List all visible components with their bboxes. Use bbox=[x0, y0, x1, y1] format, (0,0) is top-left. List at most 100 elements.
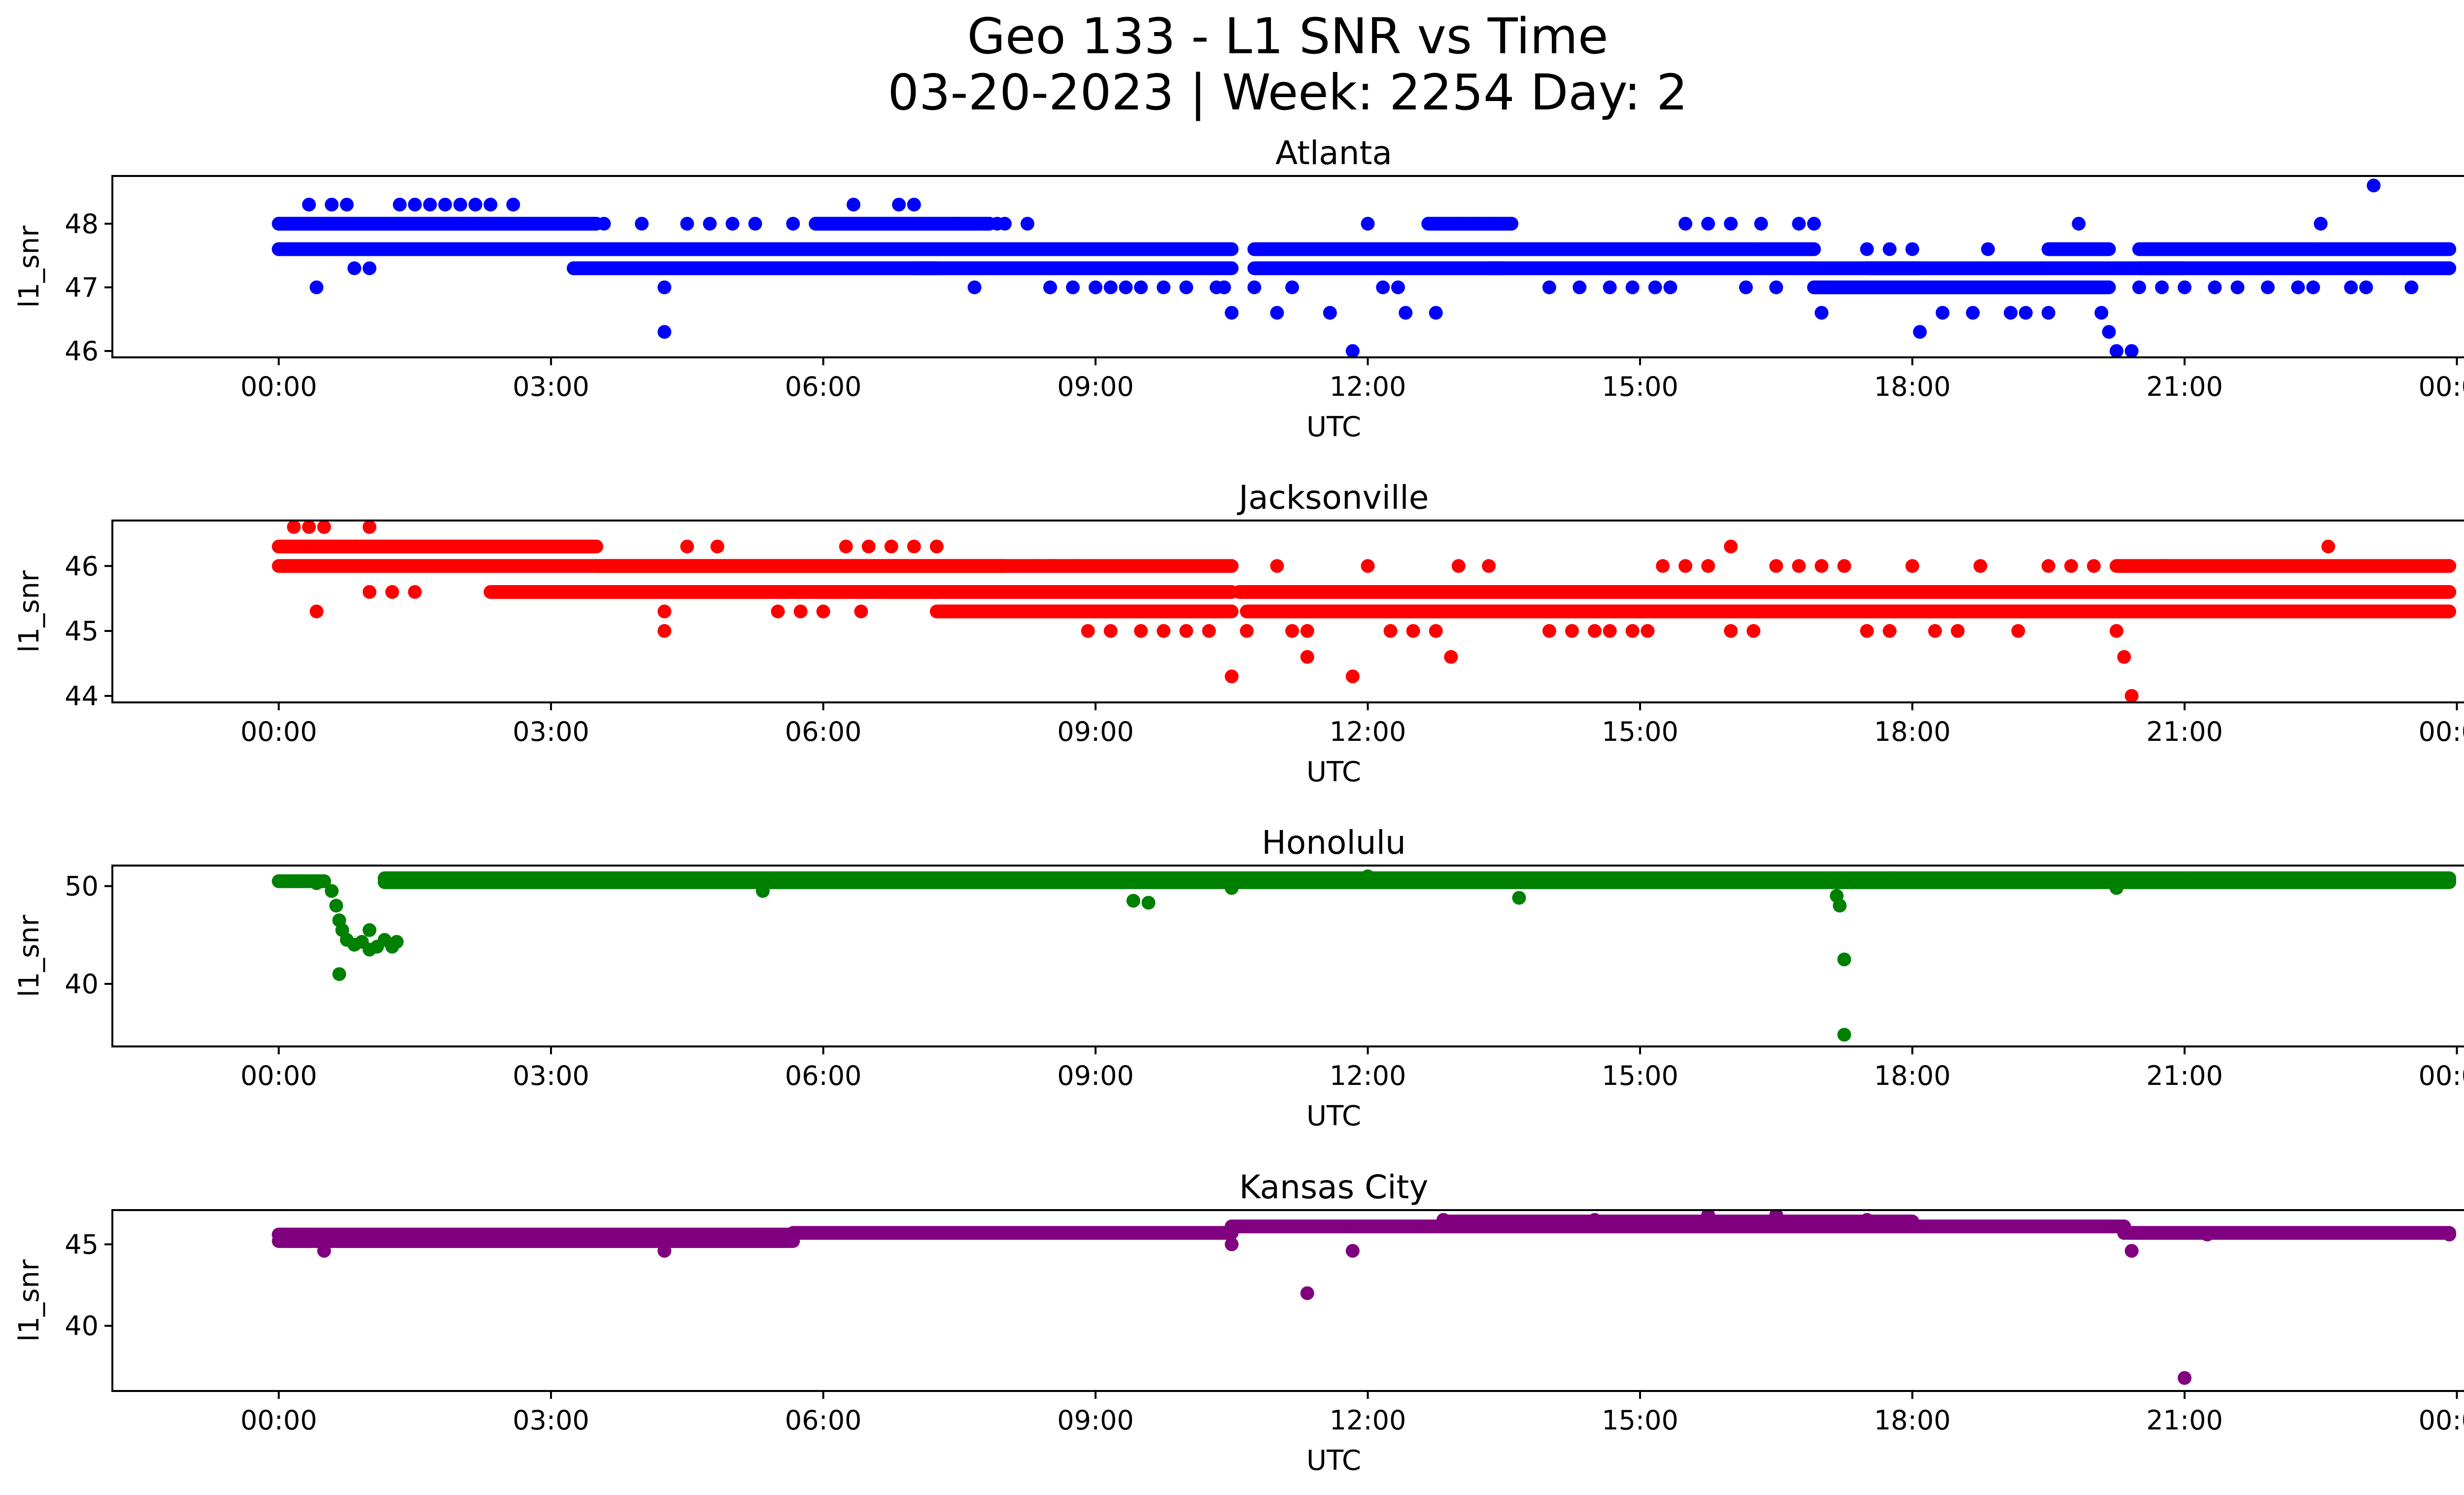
data-band-jacksonville-0 bbox=[272, 539, 604, 554]
data-point-atlanta-62 bbox=[1482, 216, 1496, 231]
data-band-atlanta-10 bbox=[1860, 261, 2192, 276]
data-point-jacksonville-6 bbox=[385, 585, 399, 599]
data-point-jacksonville-84 bbox=[2442, 559, 2457, 573]
data-point-jacksonville-8 bbox=[657, 604, 672, 619]
data-band-atlanta-0 bbox=[272, 216, 604, 231]
data-point-atlanta-0 bbox=[272, 216, 286, 231]
x-tick-label-jacksonville-6: 18:00 bbox=[1874, 716, 1951, 747]
y-tick-label-honolulu-1: 50 bbox=[65, 871, 99, 902]
data-point-atlanta-6 bbox=[347, 261, 362, 276]
data-point-atlanta-29 bbox=[861, 261, 876, 276]
data-point-kansas-city-0 bbox=[272, 1227, 286, 1242]
data-point-atlanta-74 bbox=[1754, 216, 1768, 231]
data-point-jacksonville-11 bbox=[710, 539, 724, 554]
y-tick-label-kansas-city-0: 40 bbox=[65, 1311, 99, 1342]
data-point-atlanta-109 bbox=[2442, 261, 2457, 276]
data-point-atlanta-73 bbox=[1739, 280, 1753, 294]
data-point-atlanta-86 bbox=[2004, 306, 2018, 320]
data-point-honolulu-22 bbox=[1361, 869, 1375, 883]
data-point-atlanta-11 bbox=[438, 198, 452, 212]
data-point-atlanta-48 bbox=[1225, 306, 1239, 320]
data-band-atlanta-6 bbox=[1247, 261, 1511, 276]
y-tick-label-jacksonville-2: 46 bbox=[65, 551, 99, 582]
data-point-jacksonville-57 bbox=[1724, 624, 1738, 638]
data-point-jacksonville-22 bbox=[1028, 559, 1042, 573]
data-point-atlanta-26 bbox=[809, 216, 823, 231]
data-point-jacksonville-83 bbox=[2404, 604, 2419, 619]
data-point-atlanta-43 bbox=[1134, 280, 1148, 294]
data-band-jacksonville-3 bbox=[589, 559, 1012, 573]
y-tick-label-jacksonville-1: 45 bbox=[65, 616, 99, 647]
x-tick-label-kansas-city-4: 12:00 bbox=[1330, 1405, 1406, 1436]
x-tick-label-jacksonville-7: 21:00 bbox=[2146, 716, 2223, 747]
x-tick-label-honolulu-0: 00:00 bbox=[240, 1060, 317, 1091]
x-tick-label-atlanta-4: 12:00 bbox=[1330, 371, 1406, 402]
data-point-jacksonville-26 bbox=[1089, 559, 1103, 573]
data-point-jacksonville-56 bbox=[1724, 539, 1738, 554]
x-tick-label-honolulu-2: 06:00 bbox=[785, 1060, 862, 1091]
data-band-honolulu-2 bbox=[377, 871, 2457, 885]
data-point-atlanta-80 bbox=[1882, 242, 1897, 256]
data-point-honolulu-31 bbox=[2442, 874, 2457, 888]
data-point-atlanta-56 bbox=[1391, 280, 1405, 294]
data-point-jacksonville-82 bbox=[2359, 604, 2373, 619]
data-point-jacksonville-61 bbox=[1814, 559, 1829, 573]
x-axis-label-jacksonville: UTC bbox=[1306, 756, 1361, 788]
data-point-jacksonville-17 bbox=[861, 539, 876, 554]
data-point-jacksonville-12 bbox=[771, 604, 785, 619]
data-band-jacksonville-4 bbox=[929, 604, 1239, 619]
data-band-atlanta-5 bbox=[1247, 242, 1821, 256]
data-point-atlanta-60 bbox=[1451, 216, 1466, 231]
data-point-atlanta-98 bbox=[2208, 280, 2222, 294]
data-point-atlanta-4 bbox=[325, 198, 339, 212]
data-point-kansas-city-2 bbox=[657, 1244, 672, 1258]
data-point-atlanta-82 bbox=[1913, 325, 1927, 339]
data-point-jacksonville-74 bbox=[2117, 650, 2131, 664]
x-tick-label-jacksonville-4: 12:00 bbox=[1330, 716, 1406, 747]
x-tick-label-atlanta-1: 03:00 bbox=[513, 371, 589, 402]
data-point-jacksonville-37 bbox=[1300, 650, 1314, 664]
data-point-jacksonville-2 bbox=[309, 604, 324, 619]
x-tick-label-kansas-city-8: 00:00 bbox=[2419, 1405, 2464, 1436]
plot-area-honolulu bbox=[272, 869, 2457, 1042]
data-point-jacksonville-44 bbox=[1451, 559, 1466, 573]
data-point-kansas-city-9 bbox=[1769, 1210, 1783, 1222]
data-point-jacksonville-80 bbox=[2314, 604, 2328, 619]
data-point-jacksonville-38 bbox=[1345, 669, 1360, 684]
data-band-atlanta-11 bbox=[2041, 242, 2116, 256]
data-point-atlanta-83 bbox=[1935, 306, 1950, 320]
x-tick-label-jacksonville-5: 15:00 bbox=[1602, 716, 1678, 747]
data-point-jacksonville-10 bbox=[680, 539, 694, 554]
data-point-atlanta-107 bbox=[2404, 280, 2419, 294]
data-point-atlanta-38 bbox=[1043, 280, 1057, 294]
data-point-honolulu-18 bbox=[755, 884, 770, 898]
data-point-jacksonville-32 bbox=[1225, 669, 1239, 684]
x-tick-label-honolulu-5: 15:00 bbox=[1602, 1060, 1678, 1091]
data-point-atlanta-58 bbox=[1421, 216, 1436, 231]
data-point-atlanta-68 bbox=[1648, 280, 1662, 294]
data-point-atlanta-97 bbox=[2178, 280, 2192, 294]
data-point-atlanta-59 bbox=[1429, 306, 1443, 320]
data-band-kansas-city-4 bbox=[1437, 1215, 1919, 1229]
data-point-jacksonville-66 bbox=[1928, 624, 1942, 638]
data-point-atlanta-1 bbox=[272, 242, 286, 256]
data-point-atlanta-5 bbox=[340, 198, 354, 212]
data-point-atlanta-103 bbox=[2314, 216, 2328, 231]
panel-title-atlanta: Atlanta bbox=[1275, 134, 1392, 172]
data-point-atlanta-89 bbox=[2072, 216, 2086, 231]
data-point-atlanta-72 bbox=[1724, 216, 1738, 231]
data-point-kansas-city-7 bbox=[1587, 1213, 1602, 1227]
data-point-kansas-city-4 bbox=[1300, 1286, 1314, 1300]
x-tick-label-jacksonville-1: 03:00 bbox=[513, 716, 589, 747]
data-point-jacksonville-55 bbox=[1701, 559, 1715, 573]
data-point-kansas-city-10 bbox=[1860, 1213, 1874, 1227]
data-point-atlanta-21 bbox=[680, 216, 694, 231]
x-tick-label-kansas-city-5: 15:00 bbox=[1602, 1405, 1678, 1436]
y-axis-label-atlanta: l1_snr bbox=[13, 225, 45, 308]
data-point-atlanta-65 bbox=[1573, 280, 1587, 294]
data-point-atlanta-108 bbox=[2442, 242, 2457, 256]
data-point-atlanta-42 bbox=[1119, 280, 1133, 294]
data-band-jacksonville-6 bbox=[1240, 604, 1829, 619]
data-point-atlanta-3 bbox=[309, 280, 324, 294]
data-point-kansas-city-12 bbox=[2178, 1371, 2192, 1385]
